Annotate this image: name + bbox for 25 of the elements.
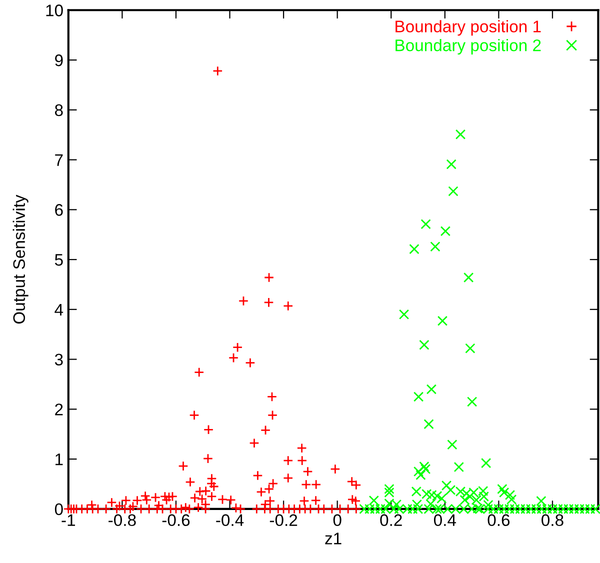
x-tick-label: -1: [62, 514, 75, 526]
x-axis-title: z1: [325, 532, 342, 544]
x-tick-label: -0.8: [108, 514, 136, 526]
x-tick-label: 0.6: [488, 514, 510, 526]
x-tick-label: 0: [333, 514, 342, 526]
x-tick-label: 0.8: [542, 514, 564, 526]
y-tick-label: 4: [54, 304, 64, 316]
y-tick-label: 3: [54, 354, 63, 366]
legend-label: Boundary position 1: [396, 20, 541, 36]
legend-label: Boundary position 2: [396, 39, 541, 55]
x-tick-label: -0.4: [216, 514, 244, 526]
y-tick-label: 0: [54, 503, 63, 516]
y-tick-label: 2: [55, 404, 63, 416]
y-tick-label: 8: [54, 104, 63, 116]
y-tick-label: 10: [46, 4, 63, 16]
y-tick-label: 5: [54, 254, 63, 266]
x-tick-label: -0.6: [162, 514, 190, 526]
y-tick-label: 7: [55, 154, 63, 166]
y-tick-label: 9: [55, 54, 63, 66]
y-tick-label: 6: [55, 204, 63, 216]
x-tick-label: 0.2: [380, 514, 402, 526]
y-axis-title: Output Sensitivity: [12, 194, 28, 324]
x-tick-label: 0.4: [434, 514, 456, 526]
y-tick-label: 1: [56, 454, 63, 466]
x-tick-label: -0.2: [270, 514, 298, 526]
